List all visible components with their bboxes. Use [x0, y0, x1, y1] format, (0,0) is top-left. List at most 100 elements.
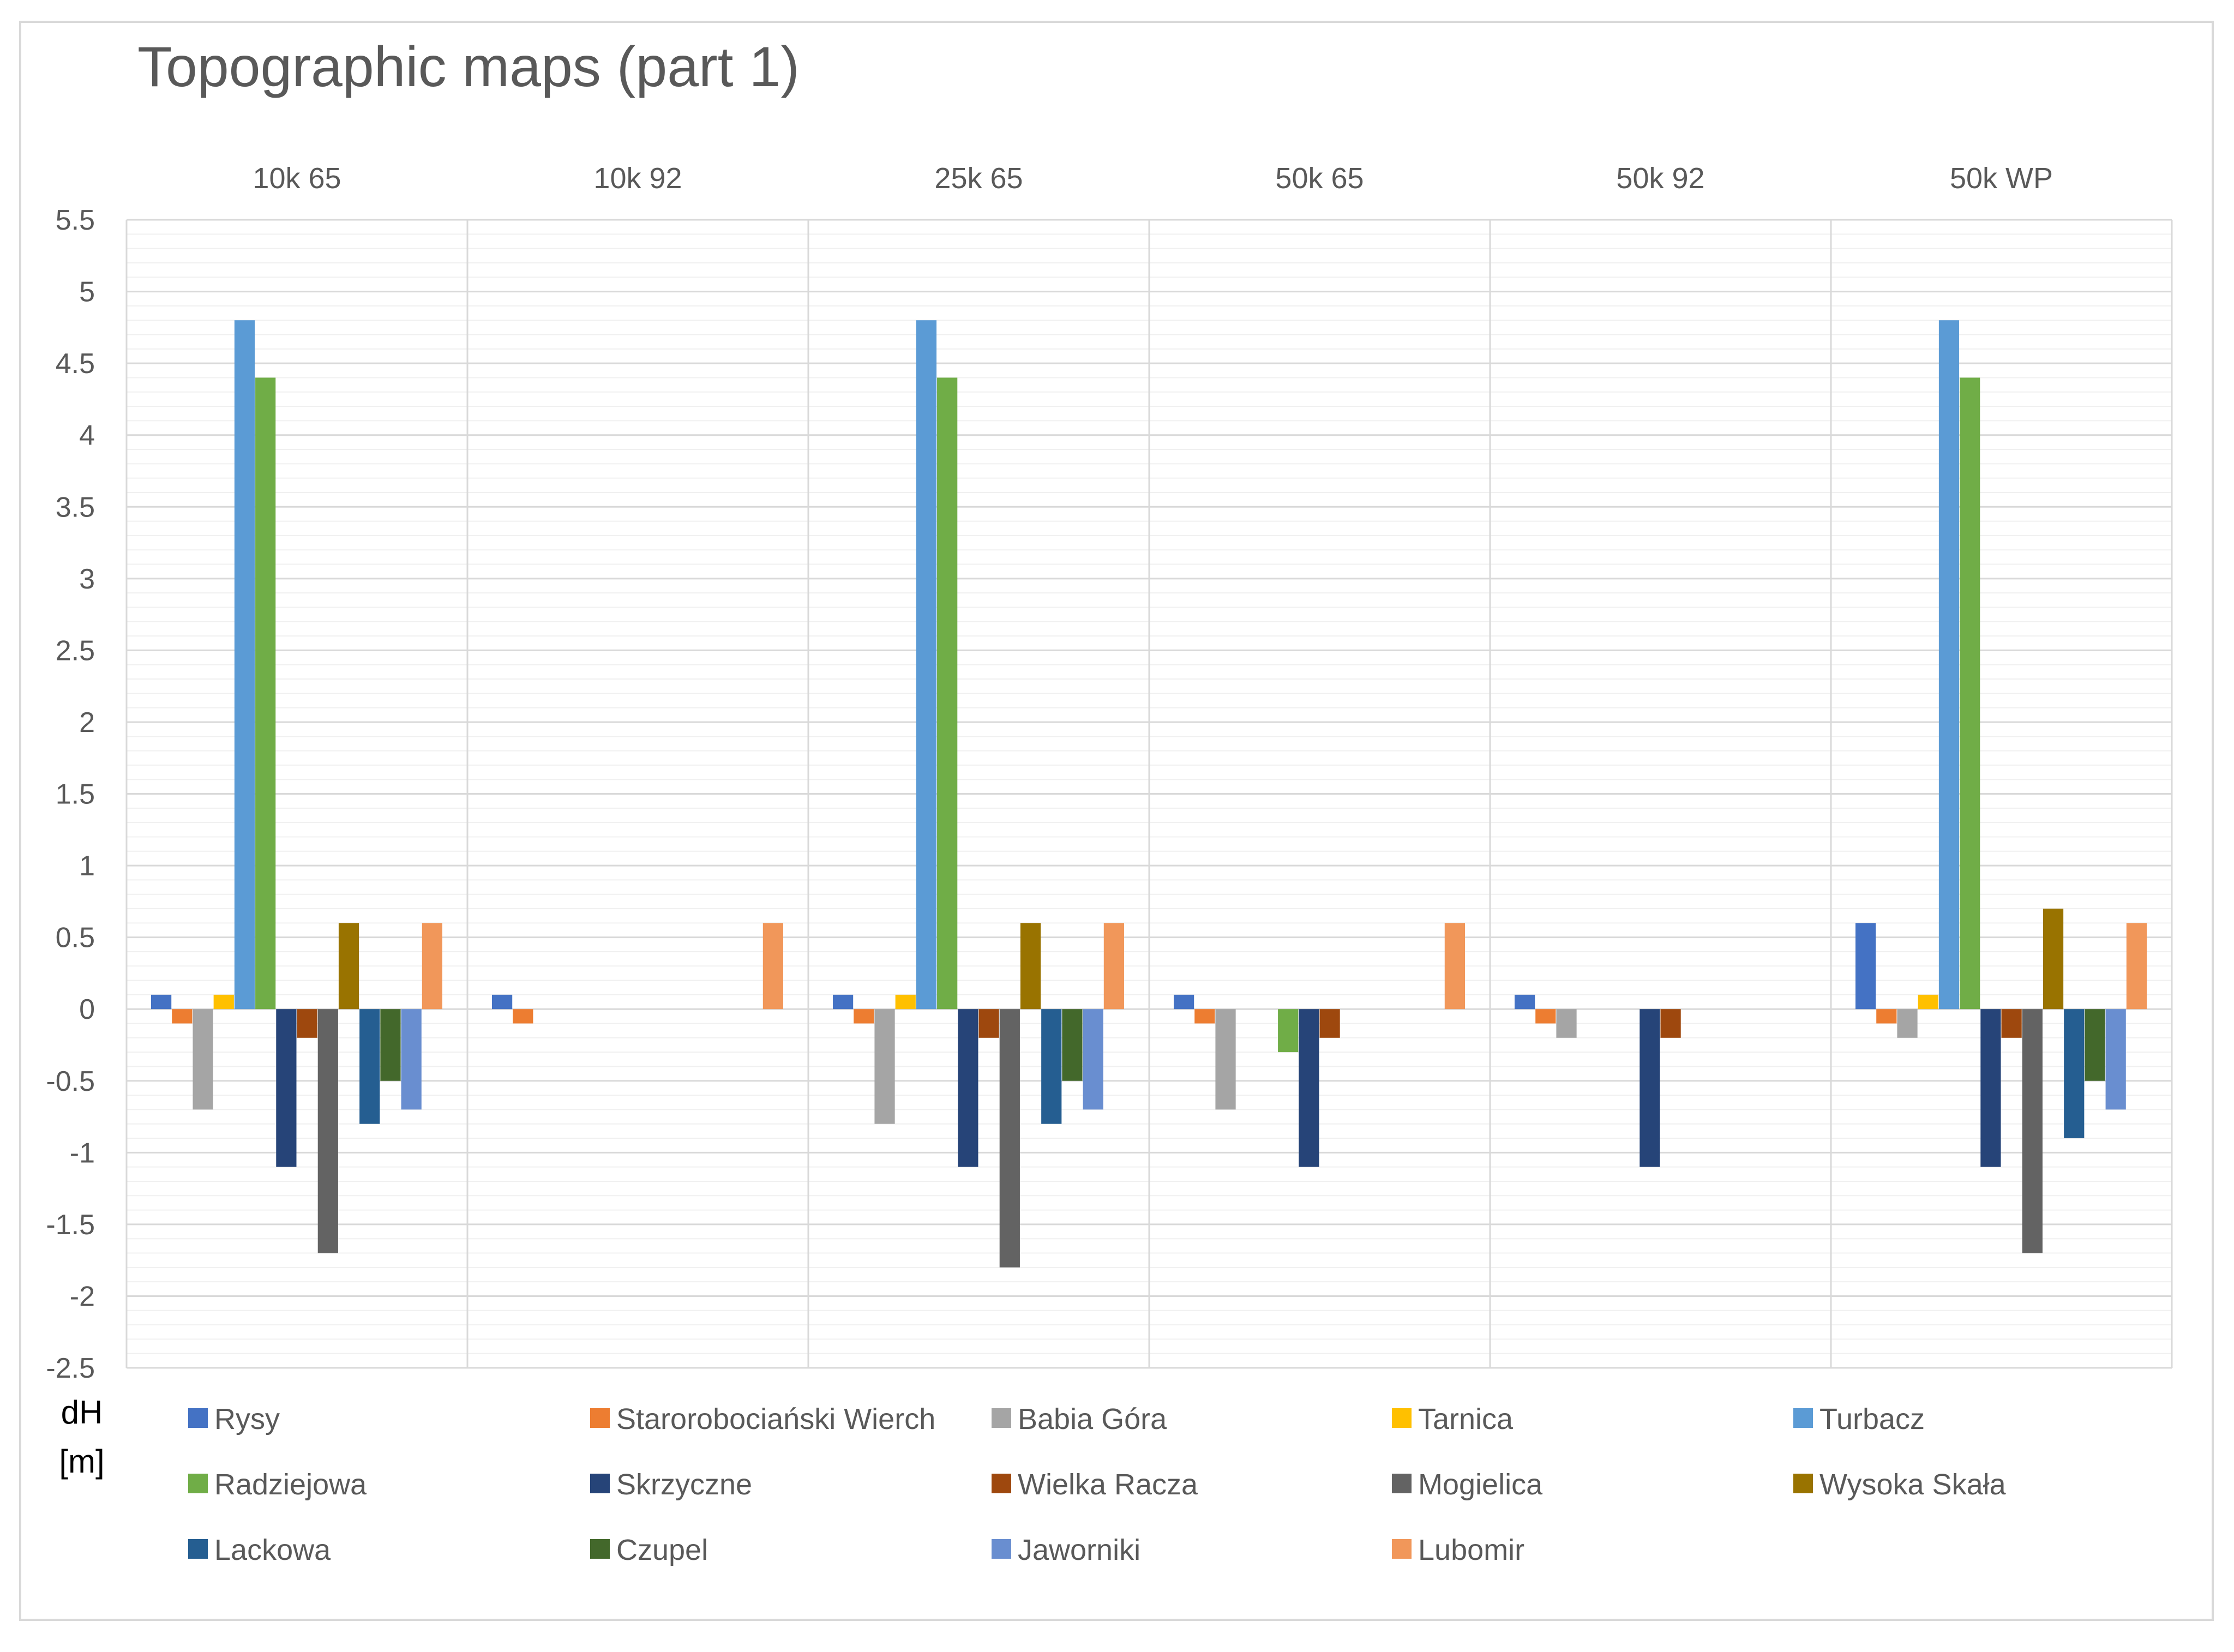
- bar: [297, 1009, 317, 1038]
- bar: [833, 994, 854, 1010]
- bar: [1876, 1009, 1897, 1024]
- y-tick-label: -1.5: [46, 1209, 95, 1241]
- chart-title: Topographic maps (part 1): [137, 35, 800, 99]
- bar: [762, 923, 783, 1010]
- y-tick-label: 2: [79, 707, 95, 738]
- bar: [401, 1009, 422, 1110]
- bar: [276, 1009, 297, 1167]
- bar: [1855, 923, 1876, 1010]
- legend-label: Radziejowa: [214, 1468, 367, 1501]
- legend-label: Babia Góra: [1018, 1403, 1167, 1435]
- bar: [234, 320, 255, 1010]
- grid-layer: [125, 219, 2173, 1369]
- category-label: 50k WP: [1950, 162, 2053, 195]
- bar: [380, 1009, 401, 1081]
- bar: [193, 1009, 213, 1110]
- bar: [916, 320, 937, 1010]
- bar: [359, 1009, 380, 1124]
- bar: [1278, 1009, 1299, 1053]
- y-tick-label: 1.5: [56, 779, 95, 810]
- bar: [1980, 1009, 2001, 1167]
- y-tick-label: -2: [70, 1281, 95, 1312]
- legend-swatch: [188, 1408, 208, 1428]
- bar: [1640, 1009, 1660, 1167]
- legend-label: Wysoka Skała: [1819, 1468, 2007, 1501]
- y-tick-label: 0.5: [56, 922, 95, 954]
- legend-swatch: [1392, 1539, 1412, 1559]
- bar: [2001, 1009, 2022, 1038]
- legend-swatch: [1793, 1474, 1813, 1493]
- bar: [1319, 1009, 1340, 1038]
- y-tick-label: -1: [70, 1137, 95, 1169]
- bar: [1083, 1009, 1103, 1110]
- legend-label: Lubomir: [1418, 1534, 1524, 1566]
- legend-label: Starorobociański Wierch: [616, 1403, 935, 1435]
- bar: [2105, 1009, 2126, 1110]
- y-tick-label: 3: [79, 563, 95, 595]
- legend-swatch: [1392, 1408, 1412, 1428]
- y-tick-label: 3.5: [56, 491, 95, 523]
- legend-label: Turbacz: [1819, 1403, 1925, 1435]
- bars-layer: [151, 320, 2147, 1267]
- legend-swatch: [188, 1539, 208, 1559]
- y-tick-label: 4.5: [56, 348, 95, 380]
- bar: [2126, 923, 2147, 1010]
- legend-label: Mogielica: [1418, 1468, 1543, 1501]
- bar: [978, 1009, 999, 1038]
- bar: [1535, 1009, 1556, 1024]
- legend-swatch: [992, 1408, 1011, 1428]
- y-axis-label-line1: dH: [61, 1394, 103, 1431]
- bar: [1194, 1009, 1215, 1024]
- bar: [999, 1009, 1020, 1267]
- legend-label: Lackowa: [214, 1534, 331, 1566]
- y-tick-label: 5: [79, 277, 95, 308]
- bar: [172, 1009, 193, 1024]
- legend-swatch: [1793, 1408, 1813, 1428]
- bar: [422, 923, 442, 1010]
- bar: [1556, 1009, 1577, 1038]
- bar: [492, 994, 513, 1010]
- y-tick-label: -2.5: [46, 1353, 95, 1384]
- bar: [2022, 1009, 2043, 1253]
- bar: [513, 1009, 533, 1024]
- legend-swatch: [188, 1474, 208, 1493]
- bar: [958, 1009, 978, 1167]
- bar: [1174, 994, 1194, 1010]
- bar: [937, 377, 958, 1010]
- legend-swatch: [992, 1474, 1011, 1493]
- axis-layer: 5.5 5 4.5 4 3.5 3 2.5 2 1.5 1 0.5 0 -0.5 -1 -1.5 -2 -2.5…: [46, 162, 2053, 1384]
- legend-label: Rysy: [214, 1403, 280, 1435]
- legend-label: Czupel: [616, 1534, 708, 1566]
- bar: [255, 377, 276, 1010]
- bar: [1041, 1009, 1062, 1124]
- category-label: 10k 92: [593, 162, 682, 195]
- y-tick-label: 1: [79, 850, 95, 882]
- bar: [151, 994, 172, 1010]
- bar: [1215, 1009, 1236, 1110]
- category-label: 25k 65: [934, 162, 1023, 195]
- bar: [1515, 994, 1535, 1010]
- bar: [2043, 909, 2064, 1010]
- category-label: 50k 92: [1616, 162, 1704, 195]
- bar: [1897, 1009, 1918, 1038]
- y-tick-label: 0: [79, 994, 95, 1025]
- y-axis-label-line2: [m]: [59, 1443, 104, 1480]
- category-label: 50k 65: [1275, 162, 1364, 195]
- bar: [895, 994, 916, 1010]
- bar: [338, 923, 359, 1010]
- y-tick-label: 4: [79, 420, 95, 452]
- bar: [874, 1009, 895, 1124]
- chart-outer-border: [19, 21, 2214, 1621]
- category-label: 10k 65: [253, 162, 341, 195]
- bar: [2085, 1009, 2105, 1081]
- bar: [317, 1009, 338, 1253]
- legend-swatch: [590, 1539, 610, 1559]
- legend-label: Tarnica: [1418, 1403, 1514, 1435]
- bar: [1103, 923, 1124, 1010]
- bar: [1062, 1009, 1083, 1081]
- legend-label: Skrzyczne: [616, 1468, 752, 1501]
- bar: [1938, 320, 1960, 1010]
- bar: [1444, 923, 1465, 1010]
